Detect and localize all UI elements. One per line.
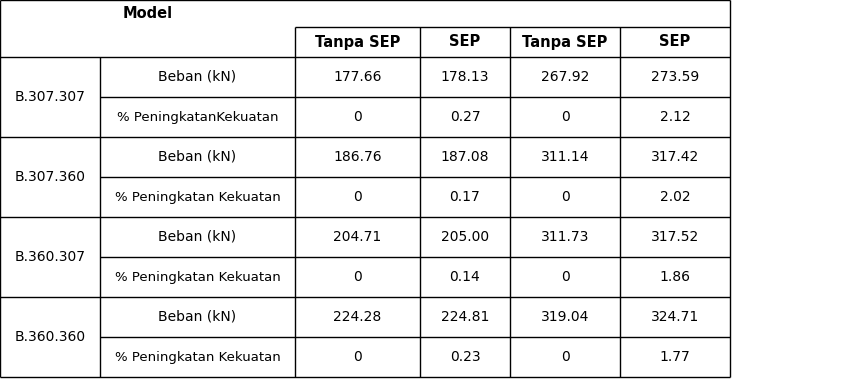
Text: % Peningkatan Kekuatan: % Peningkatan Kekuatan — [114, 190, 281, 204]
Text: SEP: SEP — [449, 35, 481, 49]
Text: 0: 0 — [353, 110, 362, 124]
Text: 267.92: 267.92 — [541, 70, 589, 84]
Text: 0: 0 — [561, 350, 569, 364]
Text: 0.17: 0.17 — [449, 190, 480, 204]
Text: B.360.360: B.360.360 — [14, 330, 86, 344]
Text: 1.86: 1.86 — [660, 270, 690, 284]
Text: 317.42: 317.42 — [651, 150, 699, 164]
Text: 177.66: 177.66 — [333, 70, 382, 84]
Text: B.307.360: B.307.360 — [14, 170, 86, 184]
Text: 311.14: 311.14 — [541, 150, 589, 164]
Text: Tanpa SEP: Tanpa SEP — [315, 35, 400, 49]
Text: 0: 0 — [353, 190, 362, 204]
Text: 224.28: 224.28 — [333, 310, 382, 324]
Text: 186.76: 186.76 — [333, 150, 382, 164]
Text: 204.71: 204.71 — [333, 230, 382, 244]
Text: Tanpa SEP: Tanpa SEP — [522, 35, 608, 49]
Text: 317.52: 317.52 — [651, 230, 699, 244]
Text: B.307.307: B.307.307 — [14, 90, 86, 104]
Text: 0: 0 — [353, 270, 362, 284]
Text: 273.59: 273.59 — [651, 70, 699, 84]
Text: 205.00: 205.00 — [441, 230, 489, 244]
Text: 0: 0 — [561, 110, 569, 124]
Text: 178.13: 178.13 — [441, 70, 489, 84]
Text: 224.81: 224.81 — [441, 310, 489, 324]
Text: Beban (kN): Beban (kN) — [159, 230, 237, 244]
Text: % Peningkatan Kekuatan: % Peningkatan Kekuatan — [114, 271, 281, 283]
Text: 311.73: 311.73 — [541, 230, 589, 244]
Text: B.360.307: B.360.307 — [14, 250, 86, 264]
Text: 324.71: 324.71 — [651, 310, 699, 324]
Text: 2.12: 2.12 — [660, 110, 690, 124]
Text: 1.77: 1.77 — [660, 350, 690, 364]
Text: 0.14: 0.14 — [449, 270, 480, 284]
Text: 319.04: 319.04 — [541, 310, 589, 324]
Text: 2.02: 2.02 — [660, 190, 690, 204]
Text: 0: 0 — [561, 270, 569, 284]
Text: Beban (kN): Beban (kN) — [159, 70, 237, 84]
Text: 0: 0 — [561, 190, 569, 204]
Text: % PeningkatanKekuatan: % PeningkatanKekuatan — [117, 111, 278, 124]
Text: Beban (kN): Beban (kN) — [159, 150, 237, 164]
Text: 0.23: 0.23 — [449, 350, 480, 364]
Text: Beban (kN): Beban (kN) — [159, 310, 237, 324]
Text: 0: 0 — [353, 350, 362, 364]
Text: 0.27: 0.27 — [449, 110, 480, 124]
Text: SEP: SEP — [660, 35, 690, 49]
Text: % Peningkatan Kekuatan: % Peningkatan Kekuatan — [114, 350, 281, 364]
Text: Model: Model — [122, 6, 172, 21]
Text: 187.08: 187.08 — [441, 150, 489, 164]
